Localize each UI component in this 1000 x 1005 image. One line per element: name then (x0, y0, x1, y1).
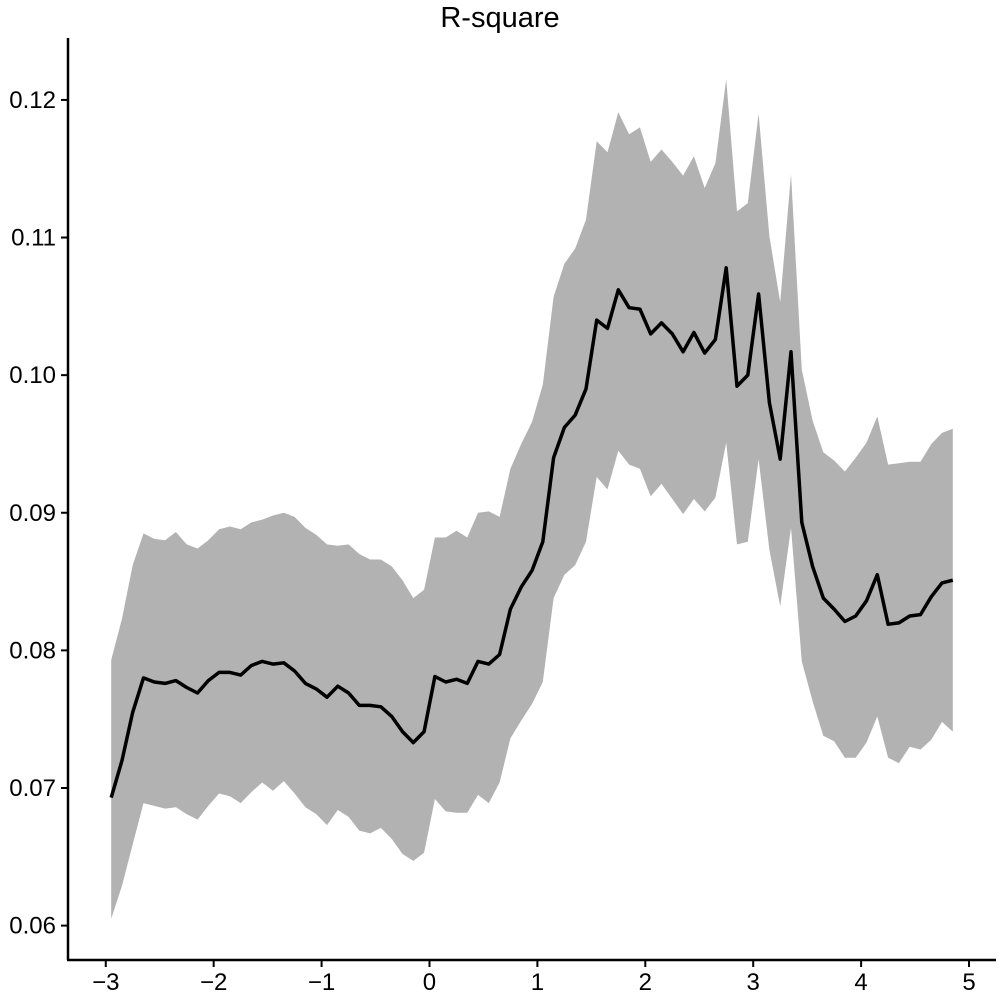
y-tick-label: 0.10 (9, 362, 56, 389)
y-tick-label: 0.08 (9, 637, 56, 664)
x-tick-label: −2 (200, 969, 227, 996)
chart-title: R-square (440, 2, 560, 34)
x-tick-label: 3 (747, 969, 760, 996)
x-tick-label: 0 (423, 969, 436, 996)
x-tick-label: 4 (854, 969, 867, 996)
y-tick-label: 0.06 (9, 913, 56, 940)
y-tick-label: 0.12 (9, 87, 56, 114)
x-tick-label: 1 (531, 969, 544, 996)
x-tick-label: 2 (639, 969, 652, 996)
x-tick-label: −1 (308, 969, 335, 996)
x-tick-label: −3 (92, 969, 119, 996)
y-tick-label: 0.11 (11, 225, 56, 252)
y-tick-label: 0.07 (9, 775, 56, 802)
confidence-band (111, 79, 953, 919)
series-line (109, 266, 954, 799)
x-tick-label: 5 (962, 969, 975, 996)
y-tick-label: 0.09 (9, 500, 56, 527)
